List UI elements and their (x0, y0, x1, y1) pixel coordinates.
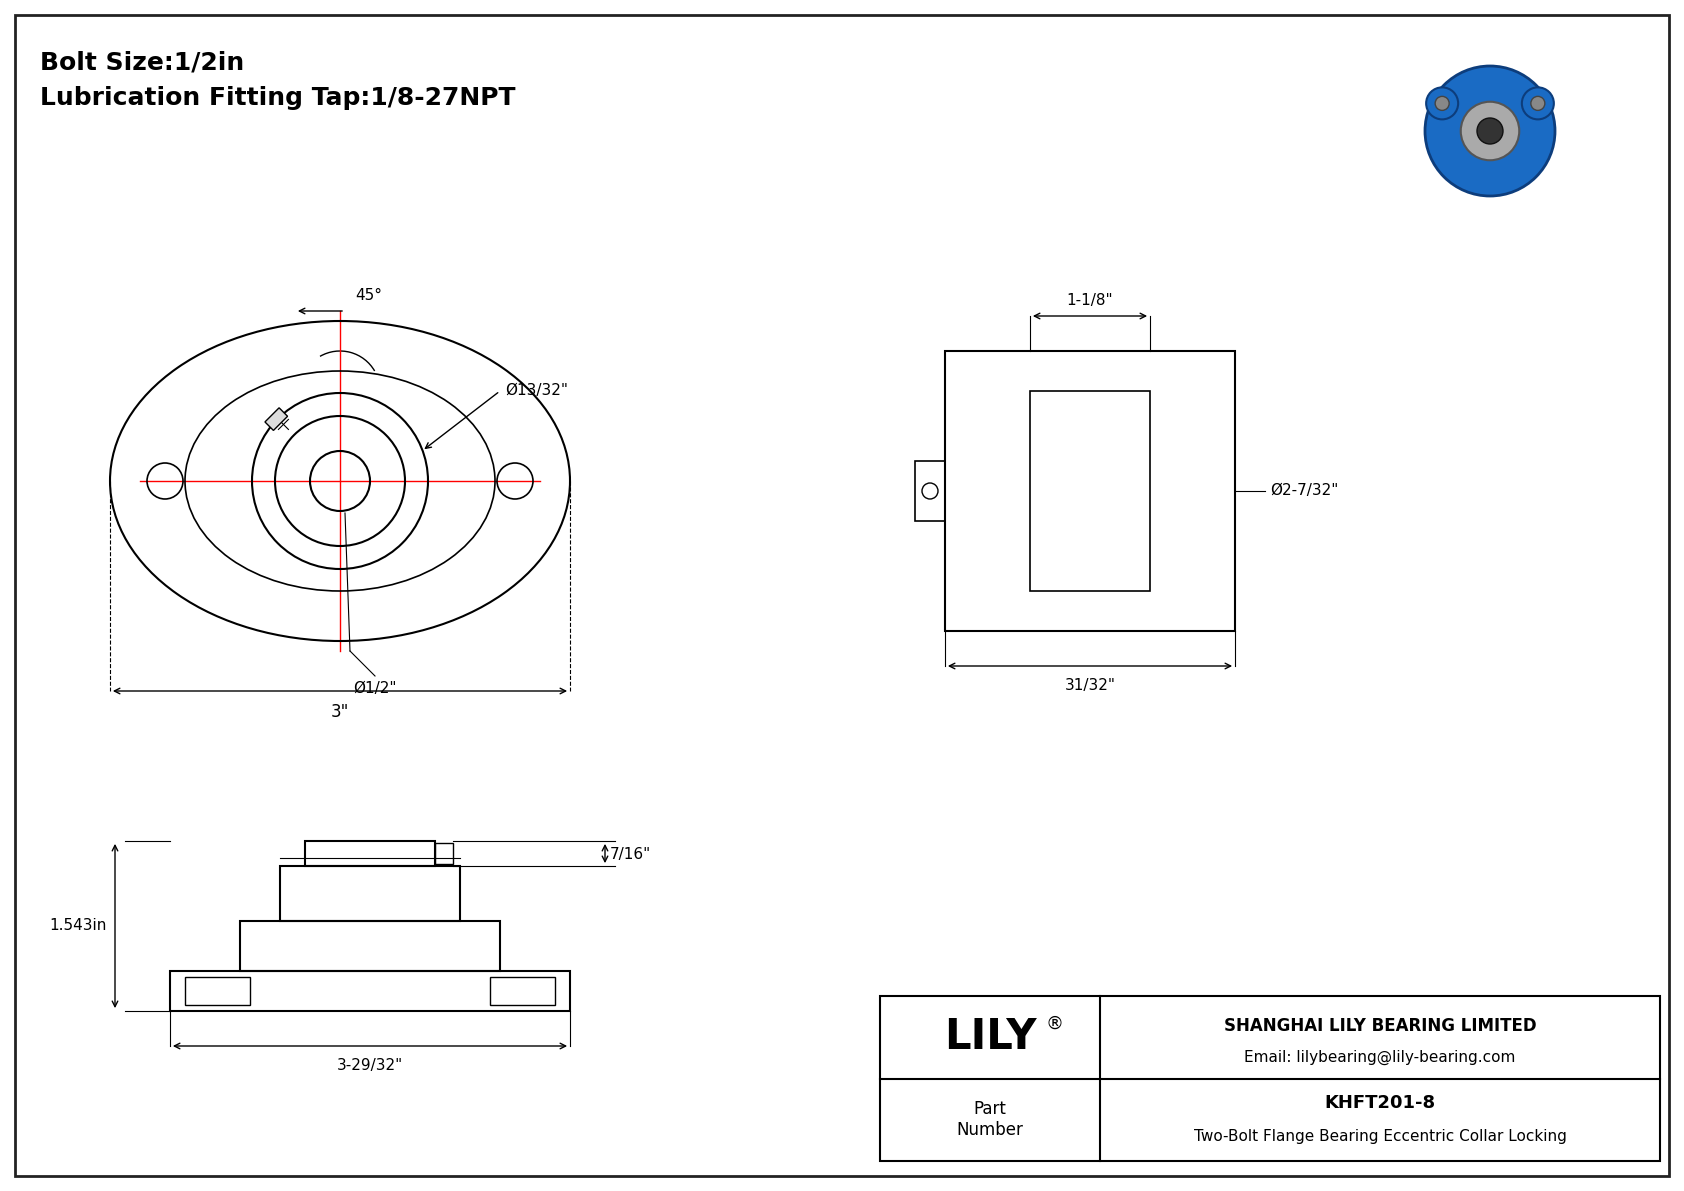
Bar (305, 841, 434, 866)
Text: Ø13/32": Ø13/32" (505, 384, 568, 399)
Text: LILY: LILY (943, 1016, 1036, 1059)
Bar (241, 921, 500, 971)
Text: Email: lilybearing@lily-bearing.com: Email: lilybearing@lily-bearing.com (1244, 1049, 1516, 1065)
Text: Bolt Size:1/2in: Bolt Size:1/2in (40, 51, 244, 75)
Bar (914, 461, 945, 520)
Text: Ø1/2": Ø1/2" (354, 681, 397, 696)
Text: 31/32": 31/32" (1064, 678, 1115, 693)
Bar (1031, 391, 1150, 591)
Bar (490, 977, 556, 1005)
Bar (280, 866, 460, 921)
Text: 1-1/8": 1-1/8" (1066, 293, 1113, 308)
Text: KHFT201-8: KHFT201-8 (1324, 1095, 1435, 1112)
Bar (945, 351, 1234, 631)
Circle shape (1425, 66, 1554, 197)
Text: Two-Bolt Flange Bearing Eccentric Collar Locking: Two-Bolt Flange Bearing Eccentric Collar… (1194, 1129, 1566, 1143)
Text: 3": 3" (330, 703, 349, 721)
Bar (185, 977, 249, 1005)
Circle shape (1460, 101, 1519, 161)
Bar (264, 407, 288, 430)
Circle shape (1426, 87, 1458, 119)
Text: 3-29/32": 3-29/32" (337, 1058, 402, 1073)
Text: Part
Number: Part Number (957, 1100, 1024, 1139)
Text: SHANGHAI LILY BEARING LIMITED: SHANGHAI LILY BEARING LIMITED (1224, 1017, 1536, 1035)
Text: 45°: 45° (355, 288, 382, 303)
Bar (170, 971, 569, 1011)
Text: Lubrication Fitting Tap:1/8-27NPT: Lubrication Fitting Tap:1/8-27NPT (40, 86, 515, 110)
Text: ®: ® (1046, 1015, 1064, 1033)
Text: 1.543in: 1.543in (49, 918, 108, 934)
Circle shape (1531, 96, 1544, 111)
Circle shape (1522, 87, 1554, 119)
Bar (881, 996, 1660, 1161)
Circle shape (1435, 96, 1450, 111)
Bar (434, 843, 453, 863)
Text: 7/16": 7/16" (610, 847, 652, 861)
Circle shape (1477, 118, 1504, 144)
Text: Ø2-7/32": Ø2-7/32" (1270, 484, 1339, 499)
